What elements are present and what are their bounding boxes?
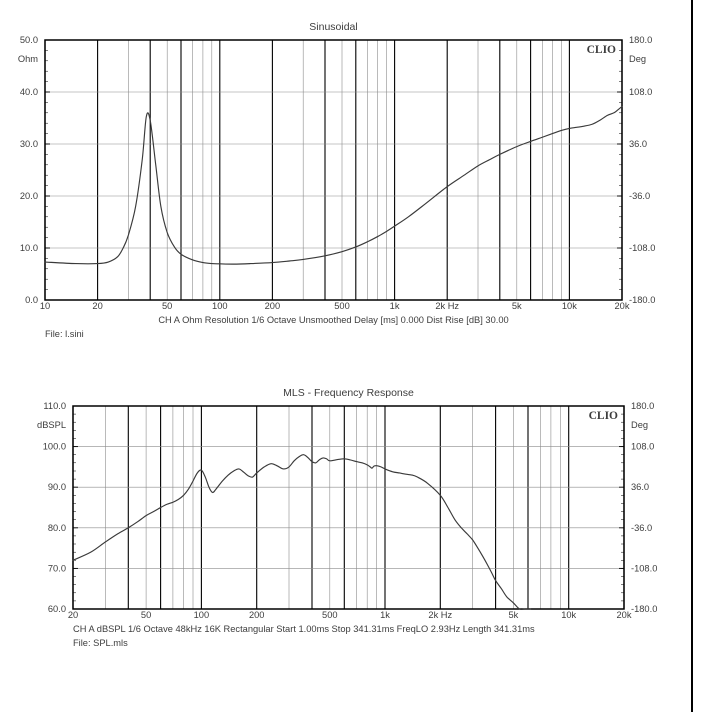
svg-text:36.0: 36.0 [629,139,647,149]
svg-text:20.0: 20.0 [20,191,38,201]
svg-text:10: 10 [40,301,50,311]
svg-text:60.0: 60.0 [48,604,66,614]
svg-text:100: 100 [212,301,228,311]
svg-text:20k: 20k [617,610,632,620]
svg-text:50: 50 [162,301,172,311]
svg-text:108.0: 108.0 [631,442,654,452]
svg-text:50.0: 50.0 [20,35,38,45]
svg-text:Ohm: Ohm [18,54,38,64]
svg-text:-36.0: -36.0 [631,523,652,533]
svg-text:MLS - Frequency Response: MLS - Frequency Response [283,387,414,399]
svg-text:30.0: 30.0 [20,139,38,149]
svg-text:5k: 5k [512,301,522,311]
svg-text:-36.0: -36.0 [629,191,650,201]
svg-text:10k: 10k [561,610,576,620]
svg-text:200: 200 [265,301,281,311]
svg-text:2k Hz: 2k Hz [428,610,452,620]
svg-text:500: 500 [334,301,350,311]
svg-text:110.0: 110.0 [43,401,66,411]
svg-text:CLIO: CLIO [587,44,616,56]
svg-text:CLIO: CLIO [589,410,618,422]
svg-text:500: 500 [322,610,338,620]
svg-text:-108.0: -108.0 [629,243,655,253]
svg-text:-180.0: -180.0 [629,295,655,305]
svg-text:-108.0: -108.0 [631,563,657,573]
svg-text:Deg: Deg [631,420,648,430]
svg-text:CH A Ohm Resolution 1/6 Oc: CH A Ohm Resolution 1/6 Octave Unsmoothe… [158,315,508,325]
svg-text:70.0: 70.0 [48,563,66,573]
svg-text:80.0: 80.0 [48,523,66,533]
svg-text:90.0: 90.0 [48,482,66,492]
svg-text:dBSPL: dBSPL [37,420,66,430]
svg-text:1k: 1k [390,301,400,311]
svg-text:File: SPL.mls: File: SPL.mls [73,638,128,648]
svg-text:Deg: Deg [629,54,646,64]
svg-text:50: 50 [141,610,151,620]
svg-text:10.0: 10.0 [20,243,38,253]
svg-text:5k: 5k [508,610,518,620]
svg-text:100.0: 100.0 [43,442,66,452]
svg-text:108.0: 108.0 [629,87,652,97]
svg-text:20: 20 [68,610,78,620]
svg-text:20k: 20k [615,301,630,311]
svg-text:200: 200 [249,610,265,620]
svg-text:36.0: 36.0 [631,482,649,492]
svg-text:180.0: 180.0 [629,35,652,45]
svg-text:100: 100 [194,610,210,620]
svg-text:0.0: 0.0 [25,295,38,305]
svg-text:Sinusoidal: Sinusoidal [309,21,357,33]
svg-text:CH A dBSPL 1/6 Octave 48: CH A dBSPL 1/6 Octave 48kHz 16K Rectangu… [73,624,535,634]
svg-text:File: l.sini: File: l.sini [45,329,84,339]
svg-text:20: 20 [92,301,102,311]
svg-text:40.0: 40.0 [20,87,38,97]
svg-text:2k Hz: 2k Hz [435,301,459,311]
svg-text:-180.0: -180.0 [631,604,657,614]
svg-text:1k: 1k [380,610,390,620]
svg-text:180.0: 180.0 [631,401,654,411]
svg-text:10k: 10k [562,301,577,311]
